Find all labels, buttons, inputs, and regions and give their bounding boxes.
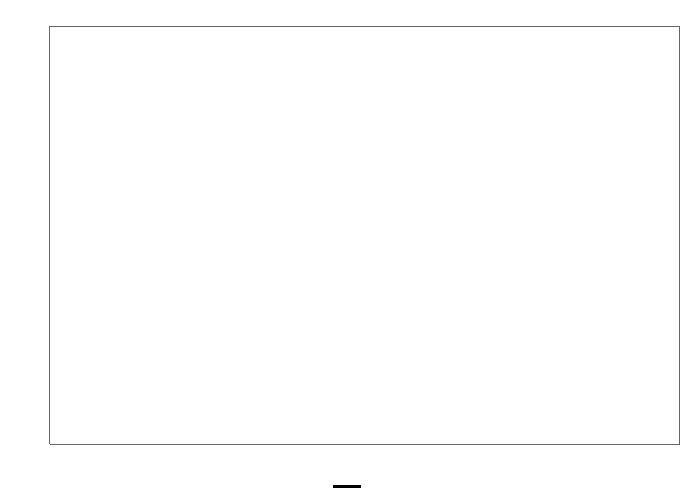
chart-container [0,0,700,500]
plot-area [50,26,680,444]
line-chart-svg [100,53,700,471]
legend [0,478,700,494]
legend-swatch [333,485,361,488]
